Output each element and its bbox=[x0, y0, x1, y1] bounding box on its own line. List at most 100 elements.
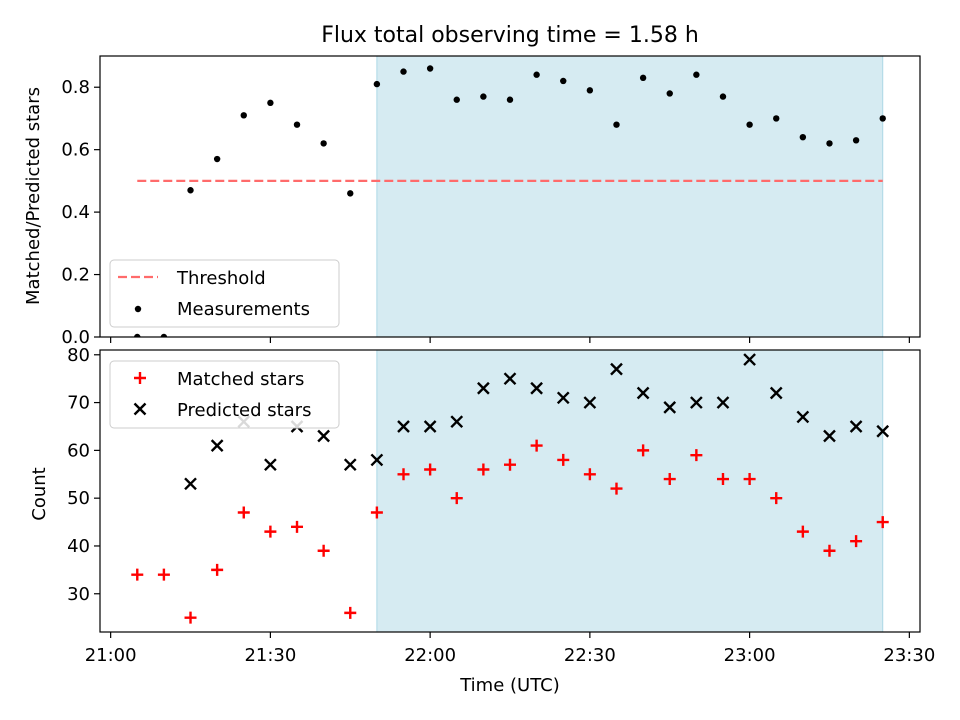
matched-star-point bbox=[716, 473, 729, 486]
legend-box bbox=[109, 259, 340, 328]
measurement-point bbox=[639, 74, 647, 82]
axes-frame bbox=[99, 349, 921, 633]
legend: Matched stars Predicted stars bbox=[109, 360, 340, 429]
measurement-point bbox=[879, 115, 886, 122]
predicted-star-point bbox=[397, 420, 410, 433]
predicted-star-point bbox=[264, 458, 277, 472]
predicted-star-point bbox=[477, 381, 490, 395]
x-tick-label: 21:00 bbox=[85, 645, 137, 666]
legend: Threshold Measurements bbox=[109, 259, 340, 328]
bottom-y-axis-label: Count bbox=[29, 467, 50, 520]
x-tick-label: 23:00 bbox=[724, 645, 776, 666]
measurement-point bbox=[426, 65, 434, 72]
x-tick-label: 23:30 bbox=[883, 645, 935, 666]
measurement-point bbox=[852, 137, 860, 144]
predicted-star-point bbox=[716, 396, 730, 409]
chart-title: Flux total observing time = 1.58 h bbox=[321, 23, 699, 48]
matched-star-point bbox=[157, 568, 170, 581]
y-tick-label: 0.8 bbox=[61, 77, 90, 98]
legend-label: Threshold bbox=[176, 268, 266, 289]
matched-star-point bbox=[291, 520, 304, 533]
data-marks bbox=[134, 65, 886, 337]
x-tick-label: 22:30 bbox=[564, 645, 616, 666]
legend-label: Predicted stars bbox=[177, 400, 311, 421]
legend-predicted-swatch bbox=[133, 402, 147, 416]
x-axis-label: Time (UTC) bbox=[459, 675, 560, 696]
predicted-star-point bbox=[636, 386, 650, 400]
matched-star-point bbox=[850, 535, 863, 548]
x-tick-label: 22:00 bbox=[404, 645, 456, 666]
predicted-star-point bbox=[317, 429, 330, 443]
y-tick-label: 70 bbox=[67, 393, 90, 414]
y-tick-label: 80 bbox=[67, 345, 90, 366]
y-tick-label: 30 bbox=[67, 584, 90, 605]
matched-star-point bbox=[477, 463, 490, 476]
matched-star-point bbox=[743, 473, 756, 486]
measurement-point bbox=[719, 93, 727, 100]
matched-star-point bbox=[663, 473, 676, 486]
y-tick-label: 0.2 bbox=[61, 265, 90, 286]
predicted-star-point bbox=[530, 381, 543, 395]
top-y-axis-label: Matched/Predicted stars bbox=[23, 87, 44, 305]
measurement-point bbox=[666, 90, 673, 97]
matched-star-point bbox=[770, 492, 783, 505]
matched-star-point bbox=[557, 453, 570, 466]
legend-box bbox=[109, 360, 340, 429]
measurement-point bbox=[480, 93, 487, 100]
observing-window-shade bbox=[376, 55, 884, 338]
y-tick-label: 0.6 bbox=[61, 140, 90, 161]
matched-star-point bbox=[690, 449, 703, 462]
measurement-point bbox=[586, 87, 594, 94]
matched-star-point bbox=[264, 525, 277, 538]
matched-star-point bbox=[610, 482, 623, 495]
x-tick-label: 21:30 bbox=[244, 645, 296, 666]
legend-label: Matched stars bbox=[177, 369, 304, 390]
predicted-star-point bbox=[503, 372, 517, 386]
measurement-point bbox=[267, 99, 274, 107]
predicted-star-point bbox=[796, 410, 810, 424]
measurement-point bbox=[506, 96, 514, 103]
legend-label: Measurements bbox=[177, 299, 310, 320]
legend-matched-swatch bbox=[134, 372, 146, 384]
matched-star-point bbox=[344, 606, 357, 619]
matched-star-point bbox=[796, 525, 809, 538]
measurement-point bbox=[320, 140, 327, 147]
top-panel: 0.0 0.2 0.4 0.6 0.8 Threshold Measurements bbox=[61, 55, 921, 348]
measurement-point bbox=[799, 133, 807, 141]
matched-star-point bbox=[876, 516, 889, 529]
y-tick-label: 0.0 bbox=[61, 327, 90, 348]
predicted-star-point bbox=[210, 439, 224, 452]
predicted-star-point bbox=[184, 477, 197, 491]
observing-window-shade bbox=[376, 349, 884, 633]
bottom-panel: 30 40 50 60 70 80 21:00 21:30 22:00 22:30 23:00 23:… bbox=[67, 345, 935, 666]
predicted-star-point bbox=[690, 396, 703, 409]
matched-star-point bbox=[504, 458, 516, 471]
predicted-star-point bbox=[610, 362, 623, 376]
matched-star-point bbox=[237, 506, 250, 519]
measurement-point bbox=[160, 333, 168, 337]
matched-star-point bbox=[450, 492, 463, 505]
matched-star-point bbox=[211, 563, 224, 576]
measurement-point bbox=[400, 68, 407, 75]
measurement-point bbox=[293, 121, 301, 128]
predicted-star-point bbox=[583, 396, 597, 409]
measurement-point bbox=[693, 71, 700, 78]
measurement-point bbox=[240, 112, 247, 119]
measurement-point bbox=[773, 115, 780, 122]
matched-star-point bbox=[184, 611, 197, 624]
predicted-star-point bbox=[370, 453, 384, 467]
matched-star-point bbox=[370, 506, 383, 519]
predicted-star-point bbox=[849, 420, 863, 433]
measurement-point bbox=[746, 121, 753, 128]
measurement-point bbox=[533, 71, 540, 78]
predicted-star-point bbox=[876, 424, 890, 438]
data-marks bbox=[131, 353, 890, 624]
predicted-star-point bbox=[823, 429, 836, 443]
predicted-star-point bbox=[743, 353, 756, 366]
measurement-point bbox=[213, 155, 221, 163]
measurement-point bbox=[560, 77, 567, 85]
measurement-point bbox=[134, 333, 141, 337]
matched-star-point bbox=[583, 468, 596, 481]
matched-star-point bbox=[317, 544, 330, 557]
